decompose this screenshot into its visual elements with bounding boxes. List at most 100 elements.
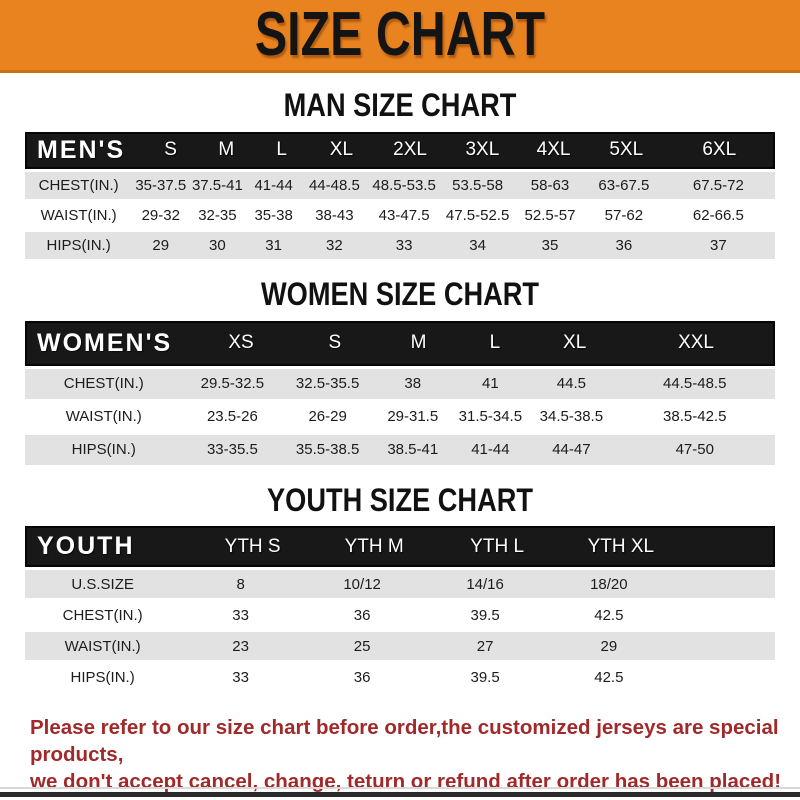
size-value: 62-66.5	[692, 206, 744, 224]
banner-title: SIZE CHART	[254, 0, 546, 69]
size-value: 63-67.5	[598, 176, 650, 194]
bottom-edge-light-line	[0, 787, 800, 789]
size-chart-section: WOMEN SIZE CHART WOMEN'S XS S M L XL XXL CHEST(I…	[0, 276, 800, 468]
size-value: 43-47.5	[378, 206, 430, 224]
column-header: M	[410, 332, 427, 354]
size-value: 53.5-58	[452, 176, 504, 194]
size-value: 23.5-26	[206, 408, 258, 426]
size-value: 41-44	[254, 176, 293, 194]
size-value: 36	[615, 236, 633, 254]
row-label: HIPS(IN.)	[71, 441, 136, 459]
size-value: 38.5-42.5	[663, 408, 727, 426]
size-value: 52.5-57	[524, 206, 576, 224]
size-value: 38.5-41	[387, 441, 439, 459]
column-header: 2XL	[393, 139, 427, 161]
size-value: 47-50	[675, 441, 714, 459]
size-value: 8	[236, 575, 245, 593]
footer-note: Please refer to our size chart before or…	[30, 714, 800, 795]
column-header: 5XL	[609, 139, 644, 161]
size-value: 14/16	[466, 575, 504, 593]
table-row: CHEST(IN.) 33 36 39.5 42.5	[25, 601, 775, 633]
size-value: 31.5-34.5	[458, 408, 523, 426]
column-header: XXL	[678, 332, 714, 354]
section-heading: YOUTH SIZE CHART	[267, 481, 533, 518]
size-value: 29	[152, 236, 170, 254]
size-value: 44-48.5	[308, 176, 360, 194]
size-value: 30	[209, 236, 226, 254]
size-value: 44.5-48.5	[663, 375, 727, 393]
size-value: 67.5-72	[692, 176, 744, 194]
size-value: 41-44	[471, 441, 510, 459]
row-label: WAIST(IN.)	[64, 637, 141, 655]
size-value: 33	[395, 236, 413, 254]
footer-note-line: Please refer to our size chart before or…	[30, 716, 779, 767]
section-heading: WOMEN SIZE CHART	[260, 275, 540, 312]
row-label: WAIST(IN.)	[65, 408, 142, 426]
row-label: U.S.SIZE	[71, 575, 134, 593]
size-value: 33-35.5	[206, 441, 258, 459]
table-row: HIPS(IN.) 33 36 39.5 42.5	[25, 663, 775, 695]
size-value: 32-35	[198, 206, 237, 224]
size-value: 33	[232, 668, 249, 686]
column-header: YTH XL	[587, 535, 655, 557]
column-header: M	[218, 139, 235, 161]
size-value: 37	[710, 236, 727, 254]
size-value: 29.5-32.5	[200, 375, 265, 393]
table-row: CHEST(IN.) 29.5-32.5 32.5-35.5 38 41 44.5 44.5…	[25, 368, 775, 402]
column-header: XS	[228, 332, 254, 354]
size-value: 35-38	[254, 206, 293, 224]
table-row: WAIST(IN.) 29-32 32-35 35-38 38-43 43-47.5 47.…	[25, 201, 775, 232]
row-label: WAIST(IN.)	[40, 206, 117, 224]
size-value: 57-62	[604, 206, 644, 224]
column-header: L	[489, 332, 501, 354]
row-label: CHEST(IN.)	[38, 176, 119, 194]
size-value: 33	[232, 606, 249, 624]
size-value: 23	[232, 637, 249, 655]
size-value: 58-63	[530, 176, 570, 194]
column-header: 6XL	[702, 139, 737, 161]
size-chart-banner: SIZE CHART	[0, 0, 800, 73]
column-header: YTH M	[344, 535, 404, 557]
size-value: 29-32	[141, 206, 180, 224]
size-chart-section: YOUTH SIZE CHART YOUTH YTH S YTH M YTH L YTH …	[0, 482, 800, 695]
size-value: 35	[541, 236, 559, 254]
size-value: 39.5	[470, 606, 500, 624]
size-value: 47.5-52.5	[445, 206, 510, 224]
size-value: 36	[353, 606, 371, 624]
column-header: S	[328, 332, 342, 354]
table-row: U.S.SIZE 8 10/12 14/16 18/20	[25, 570, 775, 602]
table-header-row: MEN'S S M L XL 2XL 3XL 4XL 5XL 6XL	[25, 131, 775, 172]
table-row: HIPS(IN.) 33-35.5 35.5-38.5 38.5-41 41-44 44-…	[25, 434, 775, 468]
column-header: S	[164, 139, 177, 161]
size-value: 27	[476, 637, 494, 655]
size-value: 37.5-41	[191, 176, 243, 194]
table-header-row: WOMEN'S XS S M L XL XXL	[25, 320, 775, 369]
size-value: 18/20	[590, 575, 628, 593]
column-header: 3XL	[465, 139, 500, 161]
size-value: 48.5-53.5	[372, 176, 436, 194]
size-value: 32.5-35.5	[295, 375, 360, 393]
size-value: 42.5	[594, 668, 624, 686]
size-value: 44.5	[556, 375, 586, 393]
size-value: 41	[482, 375, 499, 393]
size-value: 38-43	[315, 206, 354, 224]
column-header: YTH S	[224, 535, 281, 557]
size-value: 42.5	[594, 606, 624, 624]
table-title-cell: YOUTH	[37, 532, 135, 561]
bottom-edge-dark-bar	[0, 792, 800, 797]
size-value: 39.5	[470, 668, 500, 686]
table-row: CHEST(IN.) 35-37.5 37.5-41 41-44 44-48.5 48.5…	[25, 171, 775, 202]
size-value: 10/12	[343, 575, 381, 593]
row-label: CHEST(IN.)	[62, 606, 143, 624]
size-value: 32	[326, 236, 343, 254]
table-row: WAIST(IN.) 23 25 27 29	[25, 632, 775, 664]
column-header: 4XL	[536, 139, 571, 161]
size-value: 34.5-38.5	[539, 408, 604, 426]
table-title-cell: WOMEN'S	[37, 328, 173, 357]
table-row: HIPS(IN.) 29 30 31 32 33 34 35 36 37	[25, 231, 775, 262]
size-value: 29-31.5	[387, 408, 439, 426]
size-value: 26-29	[308, 408, 347, 426]
size-value: 29	[600, 637, 618, 655]
column-header: L	[276, 139, 287, 161]
size-table: YOUTH YTH S YTH M YTH L YTH XL U.S.SIZE 8 10/12…	[25, 526, 775, 695]
